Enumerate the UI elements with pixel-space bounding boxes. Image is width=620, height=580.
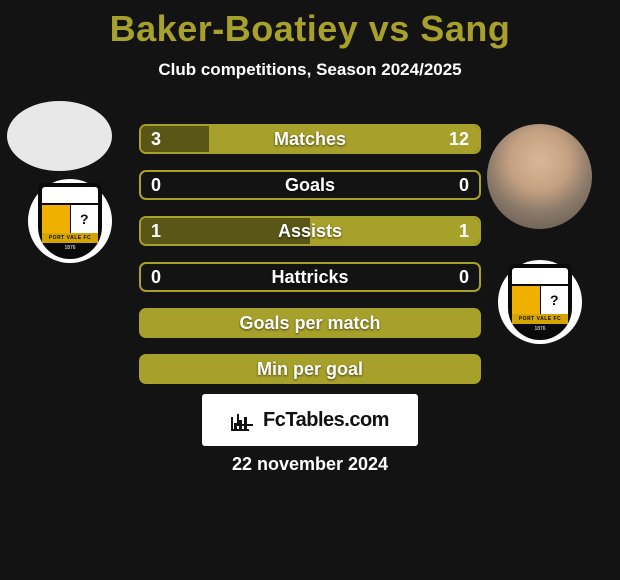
stat-label: Goals per match (141, 313, 479, 334)
crest-motto: 1876 (58, 245, 82, 255)
stat-rows: 3Matches120Goals01Assists10Hattricks0Goa… (139, 124, 481, 400)
page-title: Baker-Boatiey vs Sang (0, 0, 620, 50)
crest-band-text: PORT VALE FC (512, 314, 568, 324)
stat-row-min-per-goal: Min per goal (139, 354, 481, 384)
stat-value-right: 1 (459, 221, 469, 242)
stat-label: Goals (141, 175, 479, 196)
branding-badge: FcTables.com (202, 394, 418, 446)
date-label: 22 november 2024 (0, 454, 620, 475)
crest-shield-icon: ? PORT VALE FC 1876 (38, 183, 102, 259)
player-left-photo (7, 101, 112, 171)
crest-shield-icon: ? PORT VALE FC 1876 (508, 264, 572, 340)
fctables-logo-icon (231, 409, 259, 431)
club-crest-left: ? PORT VALE FC 1876 (28, 179, 112, 263)
stat-label: Min per goal (141, 359, 479, 380)
crest-band-text: PORT VALE FC (42, 233, 98, 243)
stat-row-assists: 1Assists1 (139, 216, 481, 246)
stat-label: Matches (141, 129, 479, 150)
subtitle: Club competitions, Season 2024/2025 (0, 60, 620, 80)
club-crest-right: ? PORT VALE FC 1876 (498, 260, 582, 344)
player-right-photo (487, 124, 592, 229)
crest-motto: 1876 (528, 326, 552, 336)
stat-row-goals-per-match: Goals per match (139, 308, 481, 338)
stat-value-right: 0 (459, 175, 469, 196)
stat-value-right: 12 (449, 129, 469, 150)
stat-row-matches: 3Matches12 (139, 124, 481, 154)
stat-row-hattricks: 0Hattricks0 (139, 262, 481, 292)
stat-row-goals: 0Goals0 (139, 170, 481, 200)
stat-label: Hattricks (141, 267, 479, 288)
branding-text: FcTables.com (263, 409, 389, 432)
stat-value-right: 0 (459, 267, 469, 288)
stat-label: Assists (141, 221, 479, 242)
